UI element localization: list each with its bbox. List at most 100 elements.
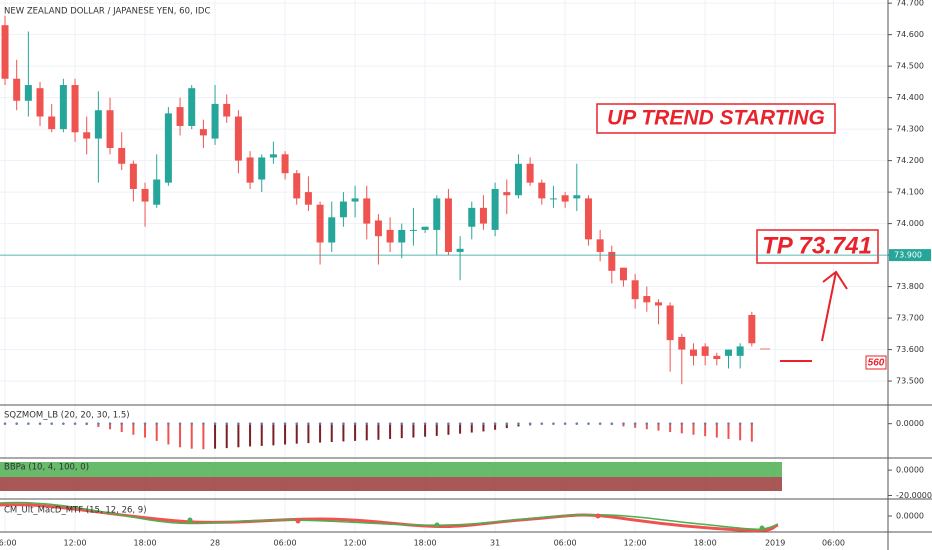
histogram-bar [295, 423, 298, 444]
candle-body [199, 129, 207, 136]
x-tick-label: 06:00 [822, 539, 845, 548]
histogram-bar [470, 423, 473, 433]
squeeze-dot [50, 422, 53, 425]
squeeze-dot [645, 422, 649, 425]
annotation: UP TREND STARTING [607, 107, 825, 130]
candle-body [258, 157, 266, 180]
candle-body [409, 229, 417, 231]
squeeze-dot [598, 422, 602, 425]
candle-body [433, 198, 441, 230]
marks [1, 15, 756, 450]
x-tick-label: 06:00 [274, 539, 297, 548]
squeeze-dot [108, 422, 112, 425]
squeeze-dot [15, 422, 18, 425]
x-tick-label: 12:00 [344, 539, 367, 548]
last-price-box [889, 249, 931, 262]
squeeze-dot [563, 422, 567, 425]
histogram-bar [715, 423, 718, 438]
histogram-bar [412, 423, 415, 438]
squeeze-dot [727, 422, 730, 425]
squeeze-dot [353, 422, 357, 425]
squeeze-dot [750, 422, 754, 425]
histogram-bar [284, 423, 287, 445]
histogram-bar [120, 423, 123, 432]
candle-body [281, 154, 289, 174]
candle-body [748, 314, 756, 344]
candle-body [514, 163, 522, 196]
squeeze-dot [307, 422, 310, 425]
candle-body [94, 110, 102, 139]
x-tick-label: 18:00 [134, 539, 157, 548]
histogram-bar [307, 423, 310, 444]
squeeze-dot [575, 422, 579, 425]
annotation-box [756, 229, 879, 264]
candle-body [164, 113, 172, 183]
squeeze-dot [62, 422, 65, 425]
squeeze-dot [482, 422, 485, 425]
candle-body [141, 188, 149, 202]
y-tick-label: 74.600 [896, 30, 924, 39]
candle-body [596, 239, 604, 252]
candle-body [538, 182, 546, 199]
histogram-bar [330, 423, 333, 442]
histogram-bar [704, 423, 707, 437]
candle-body [1, 25, 9, 79]
squeeze-dot [423, 422, 427, 425]
histogram-bar [634, 423, 637, 428]
cross-dot [759, 525, 765, 531]
squeeze-dot [318, 422, 322, 425]
y-tick-label: 73.700 [896, 314, 924, 323]
candle-body [654, 302, 662, 306]
histogram-bar [750, 423, 753, 442]
x-tick-label: 18:00 [414, 539, 437, 548]
y-tick-label: 74.700 [896, 0, 924, 8]
histogram-bar [179, 423, 182, 448]
candle-body [701, 346, 709, 356]
candle-body [374, 220, 382, 237]
histogram-bar [97, 423, 100, 427]
histogram-bar [354, 423, 357, 441]
signal-line [0, 501, 779, 530]
squeeze-dot [38, 422, 42, 425]
x-tick-label: 12:00 [624, 539, 647, 548]
candle-body [444, 198, 452, 252]
pane-title: SQZMOM_LB (20, 20, 30, 1.5) [4, 411, 130, 421]
candle-body [339, 201, 347, 218]
squeeze-dot [225, 422, 229, 425]
candle-body [293, 173, 301, 199]
histogram-bar [727, 423, 730, 439]
candle-body [106, 110, 114, 149]
histogram-bar [622, 423, 625, 427]
squeeze-dot [517, 422, 520, 425]
squeeze-dot [738, 422, 742, 425]
candle-body [234, 116, 242, 161]
histogram-bar [505, 423, 508, 429]
squeeze-dot [587, 422, 590, 425]
histogram-bar [144, 423, 147, 438]
histogram-bar [155, 423, 158, 441]
squeeze-dot [388, 422, 392, 425]
y-tick-label: 0.0000 [896, 466, 924, 475]
candle-body [48, 116, 56, 130]
histogram-bar [225, 423, 228, 449]
histogram-bar [260, 423, 263, 446]
histogram-bar [494, 423, 497, 430]
squeeze-dot [528, 422, 532, 425]
x-tick-label: 28 [210, 539, 220, 548]
squeeze-dot [178, 422, 182, 425]
candle-body [223, 103, 231, 117]
candle-body [468, 207, 476, 227]
x-tick-label: 18:00 [694, 539, 717, 548]
candle-body [211, 103, 219, 139]
y-tick-label: 73.800 [896, 282, 924, 291]
histogram-bar [365, 423, 368, 441]
candle-body [479, 207, 487, 224]
histogram-bar [739, 423, 742, 441]
candle-body [549, 198, 557, 200]
last-price-label: 73.900 [894, 251, 922, 260]
bbpa-positive [0, 462, 782, 477]
histogram-bar [435, 423, 438, 436]
candle-body [526, 163, 534, 183]
histogram-bar [424, 423, 427, 437]
candle-body [503, 192, 511, 196]
